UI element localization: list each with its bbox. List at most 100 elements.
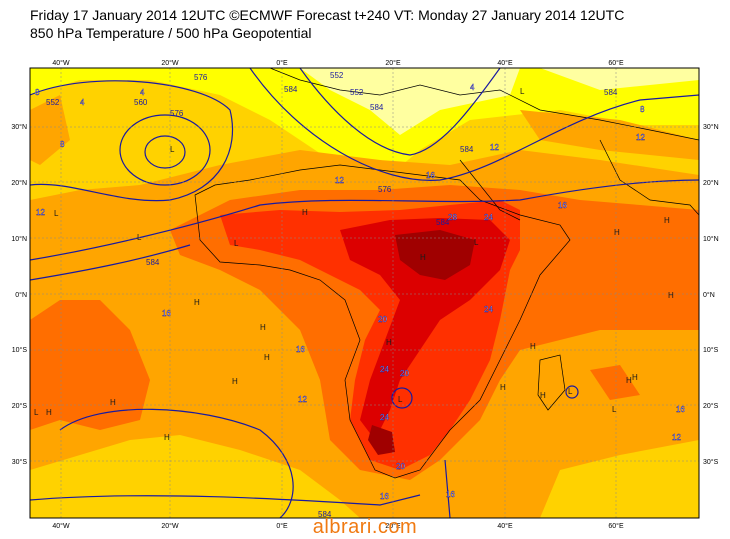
geopot-label: 584 bbox=[460, 145, 474, 154]
geopot-label: 584 bbox=[604, 88, 618, 97]
temperature-labels: 4 4 4 8 8 8 12 12 12 12 12 12 16 16 16 1… bbox=[35, 83, 686, 501]
temp-band-24-28 bbox=[340, 218, 510, 440]
low-center: L bbox=[34, 408, 39, 417]
lat-label: 20°S bbox=[12, 402, 28, 410]
watermark: albrari.com bbox=[312, 516, 418, 538]
lon-label: 40°E bbox=[497, 522, 513, 530]
temp-band-lt-4 bbox=[300, 68, 699, 135]
lat-label: 10°N bbox=[11, 235, 27, 243]
high-center: H bbox=[194, 298, 200, 307]
temp-label: 12 bbox=[672, 433, 681, 442]
low-center: L bbox=[54, 209, 59, 218]
temp-label: 4 bbox=[80, 98, 85, 107]
lat-label: 10°S bbox=[703, 346, 719, 354]
low-center: L bbox=[398, 395, 403, 404]
high-center: H bbox=[632, 373, 638, 382]
low-center: L bbox=[520, 87, 525, 96]
low-center: L bbox=[612, 405, 617, 414]
lon-label: 40°W bbox=[52, 522, 70, 530]
high-center: H bbox=[232, 377, 238, 386]
temp-label: 28 bbox=[448, 213, 457, 222]
lon-label: 60°E bbox=[608, 59, 624, 67]
geopot-label: 576 bbox=[378, 185, 392, 194]
temp-label: 20 bbox=[396, 462, 405, 471]
temp-label: 16 bbox=[676, 405, 685, 414]
high-center: H bbox=[530, 342, 536, 351]
high-center: H bbox=[302, 208, 308, 217]
longitude-labels-bottom: 40°W 20°W 0°E 20°E 40°E 60°E bbox=[52, 522, 624, 530]
high-center: H bbox=[110, 398, 116, 407]
high-center: H bbox=[668, 291, 674, 300]
temp-band-12-16-north bbox=[30, 95, 699, 165]
lat-label: 10°S bbox=[12, 346, 28, 354]
high-center: H bbox=[614, 228, 620, 237]
temp-label: 4 bbox=[470, 83, 475, 92]
temp-label: 12 bbox=[36, 208, 45, 217]
map-title: Friday 17 January 2014 12UTC ©ECMWF Fore… bbox=[30, 7, 625, 23]
temp-label: 16 bbox=[380, 492, 389, 501]
lat-label: 0°N bbox=[703, 291, 715, 299]
geopot-label: 584 bbox=[318, 510, 332, 519]
high-center: H bbox=[260, 323, 266, 332]
temp-band-8-12-south bbox=[30, 435, 699, 518]
geopot-label: 584 bbox=[370, 103, 384, 112]
longitude-labels-top: 40°W 20°W 0°E 20°E 40°E 60°E bbox=[52, 59, 624, 67]
lat-label: 30°N bbox=[11, 123, 27, 131]
geopot-label: 576 bbox=[194, 73, 208, 82]
graticule bbox=[30, 68, 699, 518]
low-center: L bbox=[234, 239, 239, 248]
lon-label: 40°W bbox=[52, 59, 70, 67]
temp-label: 24 bbox=[484, 305, 493, 314]
temp-label: 24 bbox=[380, 365, 389, 374]
temp-label: 4 bbox=[140, 88, 145, 97]
geopot-label: 576 bbox=[170, 109, 184, 118]
geopot-label: 560 bbox=[134, 98, 148, 107]
map-frame bbox=[29, 67, 700, 519]
lon-label: 0°E bbox=[276, 59, 288, 67]
temp-label: 16 bbox=[446, 490, 455, 499]
low-center: L bbox=[170, 145, 175, 154]
temp-label: 12 bbox=[490, 143, 499, 152]
geopot-label: 552 bbox=[350, 88, 364, 97]
temp-band-4-8 bbox=[30, 68, 699, 175]
geopotential-labels: 576 576 576 552 560 584 584 584 584 552 … bbox=[46, 71, 618, 519]
high-center: H bbox=[540, 391, 546, 400]
temp-label: 20 bbox=[400, 369, 409, 378]
temp-label: 8 bbox=[60, 140, 65, 149]
lat-label: 20°N bbox=[703, 179, 719, 187]
temp-label: 8 bbox=[35, 88, 40, 97]
lon-label: 20°W bbox=[161, 522, 179, 530]
lat-label: 30°N bbox=[703, 123, 719, 131]
temp-label: 24 bbox=[380, 413, 389, 422]
lon-label: 60°E bbox=[608, 522, 624, 530]
lon-label: 20°W bbox=[161, 59, 179, 67]
lon-label: 20°E bbox=[385, 59, 401, 67]
high-center: H bbox=[386, 338, 392, 347]
temp-label: 16 bbox=[426, 171, 435, 180]
high-center: H bbox=[164, 433, 170, 442]
geopot-label: 552 bbox=[330, 71, 344, 80]
lon-label: 0°E bbox=[276, 522, 288, 530]
high-center: H bbox=[664, 216, 670, 225]
lat-label: 30°S bbox=[12, 458, 28, 466]
map-subtitle: 850 hPa Temperature / 500 hPa Geopotenti… bbox=[30, 25, 312, 41]
geopot-label: 584 bbox=[146, 258, 160, 267]
latitude-labels-left: 30°N 20°N 10°N 0°N 10°S 20°S 30°S bbox=[11, 123, 27, 466]
temp-label: 12 bbox=[335, 176, 344, 185]
lon-label: 40°E bbox=[497, 59, 513, 67]
geopot-label: 552 bbox=[46, 98, 60, 107]
temp-band-gt-28 bbox=[368, 230, 475, 455]
low-center: L bbox=[474, 238, 479, 247]
high-center: H bbox=[46, 408, 52, 417]
high-center: H bbox=[420, 253, 426, 262]
lat-label: 10°N bbox=[703, 235, 719, 243]
lat-label: 0°N bbox=[15, 291, 27, 299]
geopot-label: 584 bbox=[284, 85, 298, 94]
low-center: L bbox=[568, 387, 573, 396]
latitude-labels-right: 30°N 20°N 10°N 0°N 10°S 20°S 30°S bbox=[703, 123, 719, 466]
lat-label: 20°S bbox=[703, 402, 719, 410]
lat-label: 30°S bbox=[703, 458, 719, 466]
temp-label: 16 bbox=[162, 309, 171, 318]
temp-label: 24 bbox=[484, 213, 493, 222]
